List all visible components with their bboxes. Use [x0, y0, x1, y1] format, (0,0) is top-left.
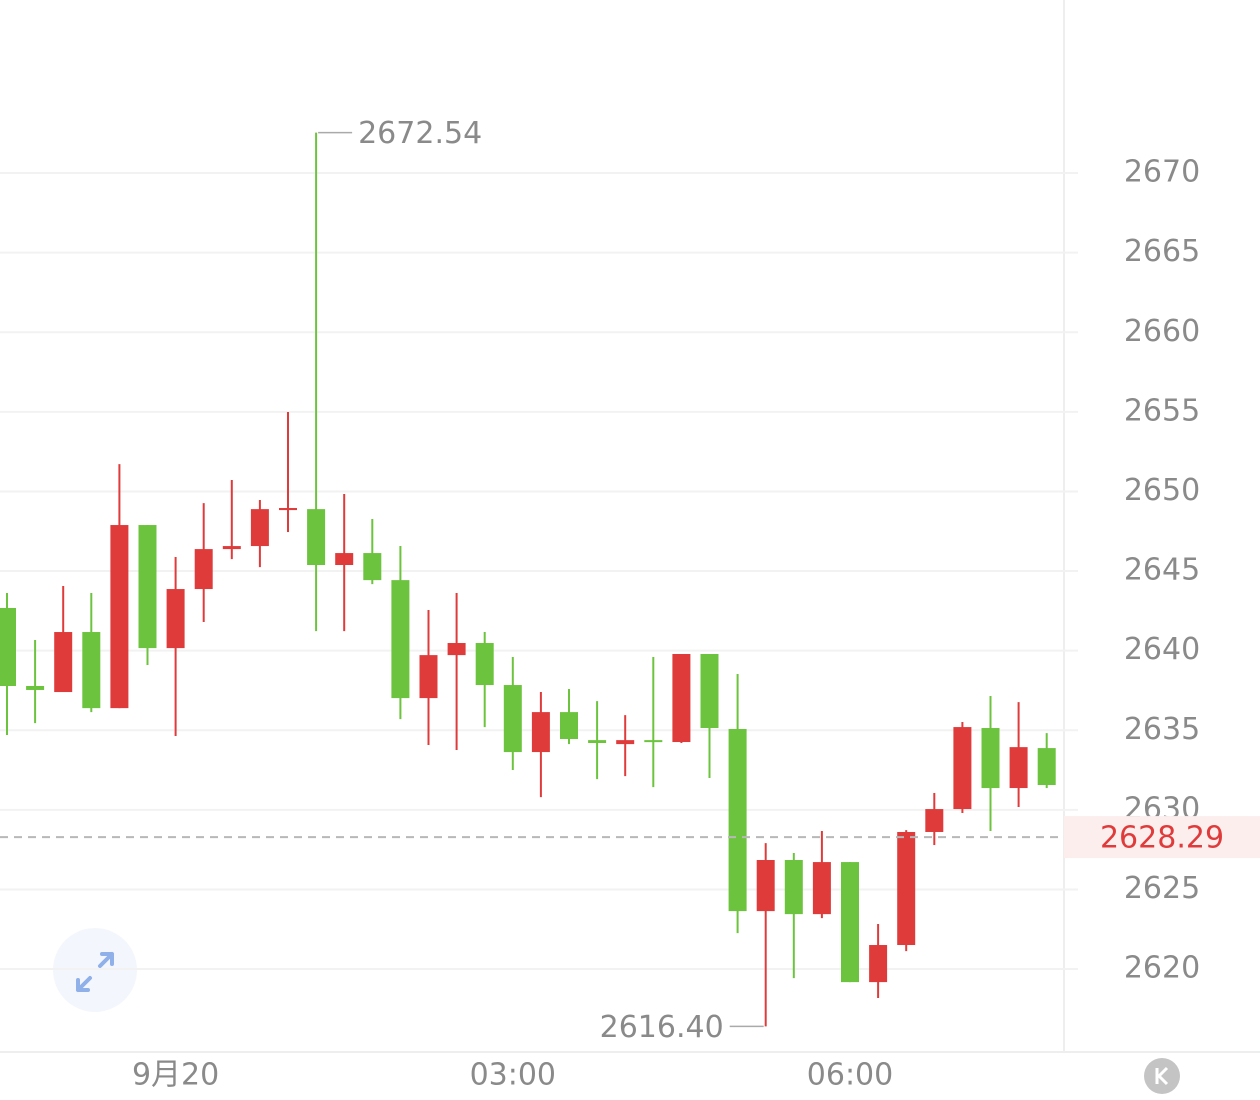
min-label: 2616.40 [600, 1010, 724, 1045]
k-button[interactable] [1144, 1058, 1180, 1094]
candle-body [194, 549, 213, 590]
candle-body [82, 632, 101, 709]
x-tick-label: 03:00 [470, 1058, 556, 1093]
candle-body [560, 712, 578, 740]
y-tick-label: 2670 [1124, 155, 1200, 190]
candle-body [279, 508, 297, 511]
candle-body [644, 740, 663, 743]
candle-body [447, 643, 466, 656]
y-tick-label: 2640 [1124, 632, 1200, 667]
y-tick-label: 2625 [1124, 871, 1200, 906]
y-tick-label: 2665 [1124, 234, 1200, 269]
last-price-bg [1064, 816, 1260, 859]
candle-body [784, 860, 803, 915]
candle-body [54, 632, 73, 693]
candle-body [26, 685, 45, 690]
candle-body [250, 509, 269, 547]
y-tick-label: 2655 [1124, 393, 1200, 428]
candle-body [1009, 747, 1028, 789]
y-tick-label: 2650 [1124, 473, 1200, 508]
candle-body [953, 727, 972, 810]
candle-body [812, 862, 831, 915]
candle-body [110, 525, 129, 709]
candle-body [419, 655, 438, 699]
candle-body [925, 809, 944, 832]
candle-body [503, 685, 522, 753]
plot: 2620262526302635264026452650265526602665… [0, 116, 1260, 1093]
candle-body [1037, 748, 1056, 786]
candle-body [166, 589, 185, 649]
candle-body [475, 643, 494, 686]
candle-body [869, 945, 888, 983]
candle-body [363, 553, 382, 581]
x-tick-label: 9月20 [132, 1058, 219, 1093]
y-tick-label: 2620 [1124, 951, 1200, 986]
candle-body [841, 862, 859, 983]
y-tick-label: 2660 [1124, 314, 1200, 349]
candle-body [616, 740, 635, 745]
x-tick-label: 06:00 [807, 1058, 893, 1093]
candle-body [307, 509, 326, 566]
candle-body [981, 728, 1000, 789]
candle-body [728, 728, 747, 912]
k-icon [1155, 1066, 1169, 1086]
candle-body [391, 580, 410, 699]
k-button-bg [1144, 1058, 1180, 1094]
candle-body [531, 712, 550, 753]
candle-body [0, 607, 16, 686]
candle-body [138, 525, 157, 649]
candle-body [756, 860, 775, 912]
last-price-label: 2628.29 [1100, 821, 1224, 856]
y-tick-label: 2635 [1124, 712, 1200, 747]
candle-body [222, 546, 241, 550]
candle-body [700, 653, 719, 729]
y-tick-label: 2645 [1124, 553, 1200, 588]
candle-body [588, 740, 607, 743]
candle-body [672, 653, 691, 743]
max-label: 2672.54 [358, 116, 482, 151]
candle-body [897, 831, 916, 946]
expand-icon [76, 952, 114, 992]
candle-body [335, 553, 354, 566]
